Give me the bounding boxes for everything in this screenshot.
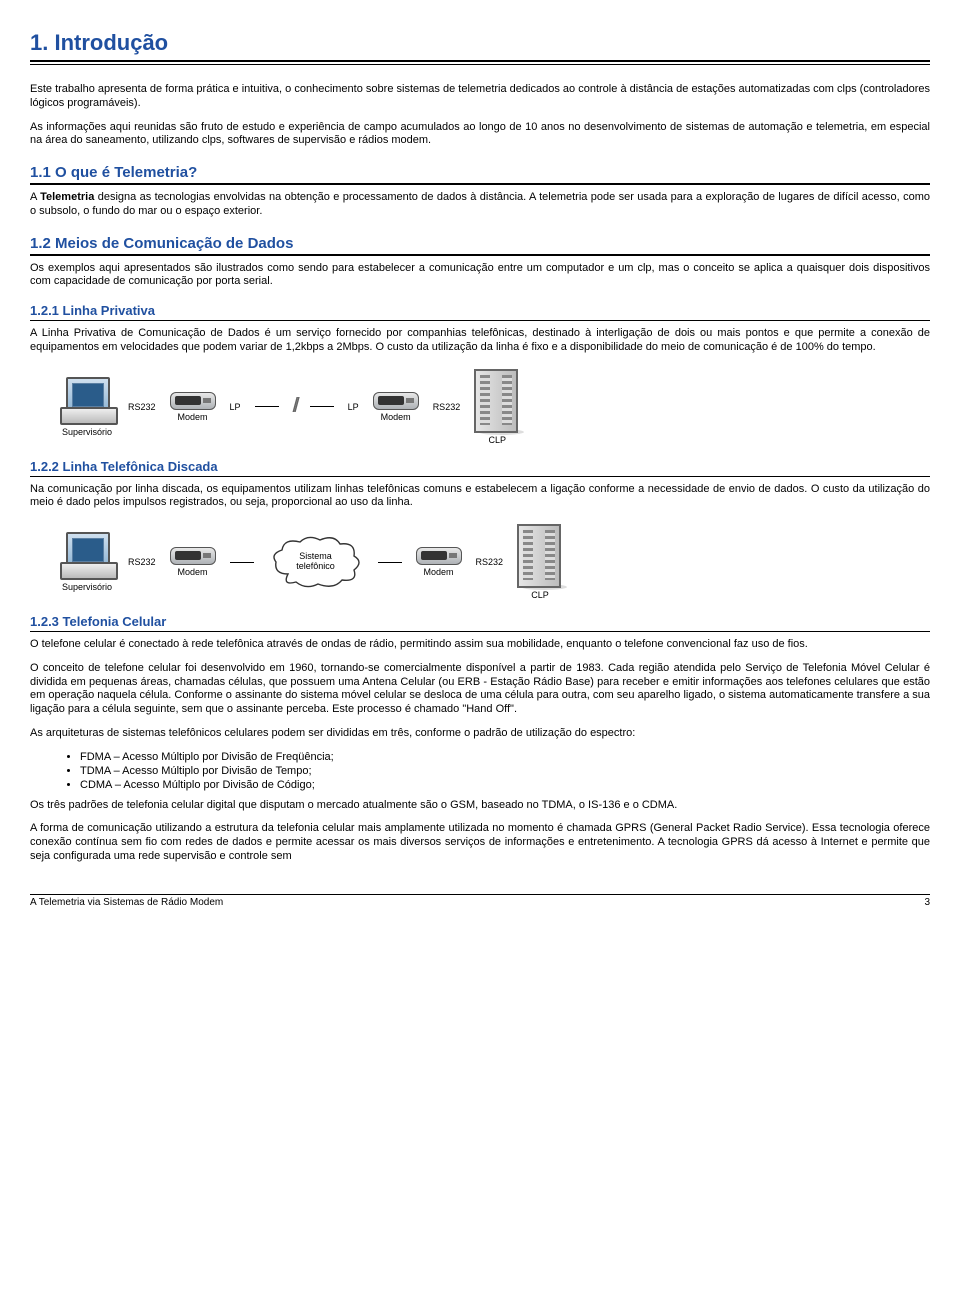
rs232-label: RS232 (128, 402, 156, 412)
modem-icon (416, 547, 462, 565)
section-1-2-2-paragraph: Na comunicação por linha discada, os equ… (30, 483, 930, 511)
intro-paragraph-2: As informações aqui reunidas são fruto d… (30, 121, 930, 149)
modem-node-right: Modem (373, 392, 419, 422)
section-1-2-heading: 1.2 Meios de Comunicação de Dados (30, 235, 930, 256)
section-1-1-paragraph: A Telemetria designa as tecnologias envo… (30, 191, 930, 219)
page-number: 3 (924, 897, 930, 908)
telephone-cloud-icon: Sistema telefônico (268, 534, 364, 590)
modem-icon (373, 392, 419, 410)
diagram-linha-discada: Supervisório RS232 Modem Sistema telefôn… (60, 524, 930, 600)
computer-icon (60, 532, 114, 580)
supervisorio-node: Supervisório (60, 532, 114, 592)
section-1-2-3-paragraph-4: Os três padrões de telefonia celular dig… (30, 799, 930, 813)
section-1-2-1-paragraph: A Linha Privativa de Comunicação de Dado… (30, 327, 930, 355)
page-title: 1. Introdução (30, 30, 930, 56)
plc-cabinet-icon (517, 524, 563, 588)
modem-node-right: Modem (416, 547, 462, 577)
section-1-2-3-paragraph-2: O conceito de telefone celular foi desen… (30, 662, 930, 717)
supervisorio-node: Supervisório (60, 377, 114, 437)
plc-cabinet-icon (474, 369, 520, 433)
link-line (255, 406, 279, 407)
clp-node: CLP (517, 524, 563, 600)
page-footer: A Telemetria via Sistemas de Rádio Modem… (30, 894, 930, 908)
computer-icon (60, 377, 114, 425)
link-line (378, 562, 402, 563)
link-line (310, 406, 334, 407)
telemetria-term: Telemetria (40, 191, 94, 203)
section-1-2-paragraph: Os exemplos aqui apresentados são ilustr… (30, 262, 930, 290)
rs232-label: RS232 (433, 402, 461, 412)
rs232-label: RS232 (476, 557, 504, 567)
section-1-2-3-paragraph-5: A forma de comunicação utilizando a estr… (30, 822, 930, 863)
break-icon: // (293, 395, 296, 418)
modem-node-left: Modem (170, 547, 216, 577)
section-1-2-3-heading: 1.2.3 Telefonia Celular (30, 614, 930, 632)
section-1-2-1-heading: 1.2.1 Linha Privativa (30, 303, 930, 321)
lp-label-left: LP (230, 402, 241, 412)
modem-icon (170, 392, 216, 410)
list-item: TDMA – Acesso Múltiplo por Divisão de Te… (80, 765, 930, 777)
rs232-label: RS232 (128, 557, 156, 567)
clp-node: CLP (474, 369, 520, 445)
section-1-2-3-paragraph-3: As arquiteturas de sistemas telefônicos … (30, 727, 930, 741)
section-1-2-2-heading: 1.2.2 Linha Telefônica Discada (30, 459, 930, 477)
section-1-1-heading: 1.1 O que é Telemetria? (30, 164, 930, 185)
modem-node-left: Modem (170, 392, 216, 422)
architecture-list: FDMA – Acesso Múltiplo por Divisão de Fr… (80, 751, 930, 791)
list-item: CDMA – Acesso Múltiplo por Divisão de Có… (80, 779, 930, 791)
footer-title: A Telemetria via Sistemas de Rádio Modem (30, 897, 223, 908)
link-line (230, 562, 254, 563)
lp-label-right: LP (348, 402, 359, 412)
list-item: FDMA – Acesso Múltiplo por Divisão de Fr… (80, 751, 930, 763)
modem-icon (170, 547, 216, 565)
intro-paragraph-1: Este trabalho apresenta de forma prática… (30, 83, 930, 111)
section-1-2-3-paragraph-1: O telefone celular é conectado à rede te… (30, 638, 930, 652)
diagram-linha-privativa: Supervisório RS232 Modem LP // LP Modem … (60, 369, 930, 445)
title-rule (30, 60, 930, 65)
